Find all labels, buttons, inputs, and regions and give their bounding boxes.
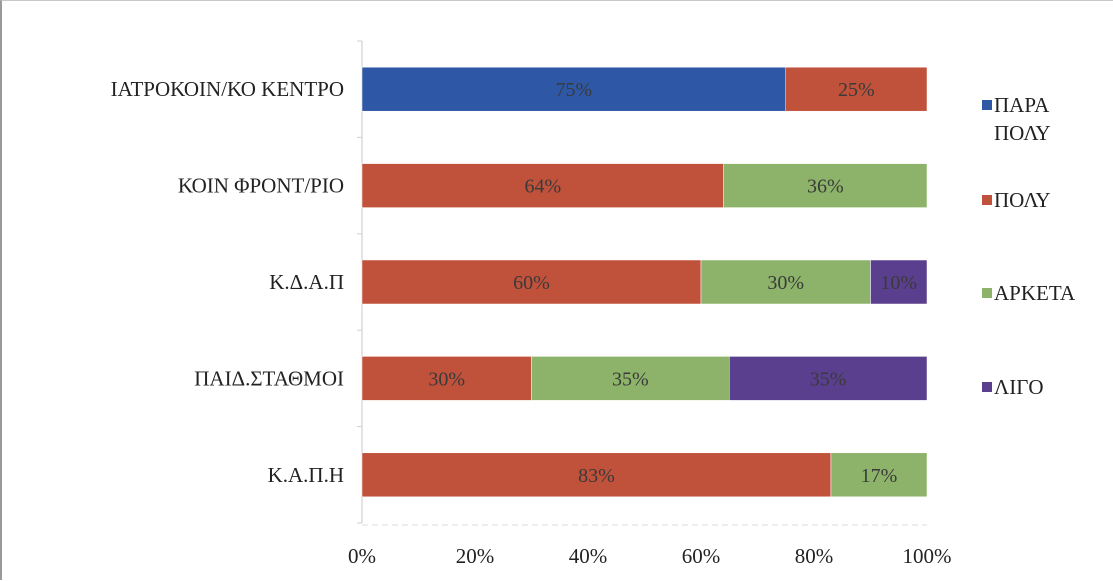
bar-data-label: 60% bbox=[513, 272, 550, 294]
category-label: ΠΑΙΔ.ΣΤΑΘΜΟΙ bbox=[194, 366, 344, 390]
bar-data-label: 64% bbox=[524, 176, 561, 198]
x-tick-label: 60% bbox=[682, 544, 721, 568]
bar-segment-1 bbox=[785, 66, 928, 112]
bar-segment-1 bbox=[361, 452, 832, 498]
stacked-bar-chart: 0% 20% 40% 60% 80% 100% ΙΑΤΡΟΚΟΙΝ/ΚΟ ΚΕΝΤΡΟ 75%… bbox=[111, 40, 952, 568]
bar-segment-1 bbox=[361, 163, 724, 208]
legend-label-ligo: ΛΙΓΟ bbox=[994, 375, 1044, 399]
bar-data-label: 36% bbox=[807, 176, 844, 198]
bar-segment-0 bbox=[361, 66, 786, 112]
bar-data-label: 30% bbox=[767, 272, 804, 294]
legend-item-poly: ΠΟΛΥ bbox=[982, 186, 1051, 214]
legend-item-ligo: ΛΙΓΟ bbox=[982, 373, 1044, 401]
legend-item-arketa: ΑΡΚΕΤΑ bbox=[982, 279, 1075, 307]
legend-label-arketa: ΑΡΚΕΤΑ bbox=[994, 281, 1076, 305]
legend-swatch-arketa bbox=[982, 288, 992, 298]
legend-label-para-poly: ΠΑΡΑ ΠΟΛΥ bbox=[994, 93, 1051, 145]
bar-data-label: 75% bbox=[556, 79, 593, 101]
category-label: Κ.Α.Π.Η bbox=[268, 463, 344, 487]
bar-data-label: 35% bbox=[612, 368, 649, 390]
bar-segment-2 bbox=[830, 452, 928, 498]
bar-data-label: 35% bbox=[810, 368, 847, 390]
bar-data-label: 30% bbox=[428, 368, 465, 390]
legend-swatch-para-poly bbox=[982, 100, 992, 110]
bar-data-label: 83% bbox=[578, 465, 615, 487]
bar-segment-3 bbox=[870, 259, 928, 305]
bar-data-label: 25% bbox=[838, 79, 875, 101]
x-tick-label: 0% bbox=[348, 544, 376, 568]
category-label: Κ.Δ.Α.Π bbox=[269, 270, 344, 294]
category-label: ΙΑΤΡΟΚΟΙΝ/ΚΟ ΚΕΝΤΡΟ bbox=[111, 77, 344, 101]
x-tick-label: 80% bbox=[795, 544, 834, 568]
x-tick-label: 40% bbox=[569, 544, 608, 568]
x-tick-label: 100% bbox=[903, 544, 952, 568]
x-tick-label: 20% bbox=[456, 544, 495, 568]
legend-item-para-poly: ΠΑΡΑ ΠΟΛΥ bbox=[982, 91, 1051, 147]
bar-segment-2 bbox=[531, 356, 730, 401]
legend-swatch-poly bbox=[982, 195, 992, 205]
bar-segment-2 bbox=[700, 259, 871, 305]
bar-segment-3 bbox=[729, 356, 928, 401]
bar-data-label: 10% bbox=[880, 272, 917, 294]
bar-segment-1 bbox=[361, 356, 532, 401]
bar-data-label: 17% bbox=[861, 465, 898, 487]
legend-label-poly: ΠΟΛΥ bbox=[994, 188, 1051, 212]
legend-swatch-ligo bbox=[982, 382, 992, 392]
category-label: ΚΟΙΝ ΦΡΟΝΤ/ΡΙΟ bbox=[178, 174, 344, 198]
bar-segment-2 bbox=[723, 163, 928, 208]
